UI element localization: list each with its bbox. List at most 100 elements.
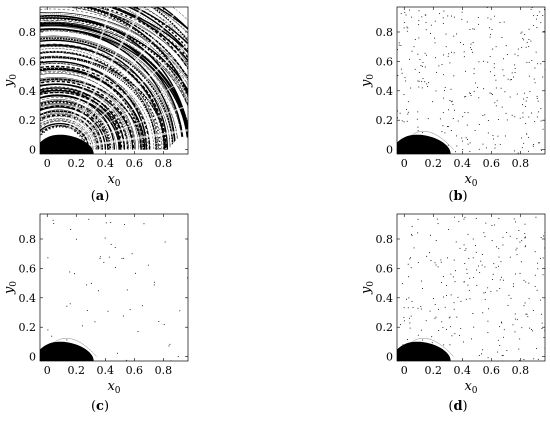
point [513,218,515,220]
x-tick-label: 0.2 [68,364,86,377]
point [490,18,492,20]
point [421,132,423,134]
band-curve [40,110,104,150]
point [153,284,155,286]
point [437,266,439,268]
x-axis-label: x0 [464,379,477,396]
point [449,100,451,101]
point [482,115,484,117]
point [450,88,452,90]
point [153,281,155,283]
point [494,224,496,226]
band-curve [40,126,86,150]
point [454,333,456,335]
point [486,7,488,8]
band-curve [40,100,113,150]
point [434,317,436,319]
point [451,335,453,337]
point [531,330,533,332]
point [450,326,452,328]
point [522,104,523,106]
point [470,93,471,94]
point [495,46,497,48]
point [463,341,464,343]
point [402,344,404,346]
band-curve [40,44,165,150]
point [90,282,92,284]
x-tick-label: 0.8 [512,157,530,170]
point [411,226,413,227]
point [400,13,402,15]
point [520,32,522,34]
point [125,359,127,361]
point [517,55,519,57]
point [497,135,499,137]
point [464,216,466,218]
point [489,92,491,94]
band-curve [40,13,188,79]
point [471,338,472,340]
point [422,78,424,80]
point [528,150,530,152]
band-curve [40,57,163,150]
band-curve [40,89,129,150]
point [516,247,518,249]
point [441,131,443,133]
point [443,97,445,99]
band-curve [40,30,183,150]
point [542,76,544,78]
point [69,303,71,305]
point [501,321,502,323]
point [453,52,455,54]
point [408,297,410,299]
point [501,322,503,324]
point [98,290,99,292]
point [411,235,413,237]
point [418,10,420,12]
point [497,339,499,341]
point [437,223,439,225]
point [509,96,511,98]
band-curve [40,73,139,150]
band-curve [40,35,175,150]
point [129,309,131,311]
point [499,326,501,328]
point [99,256,101,258]
point [421,65,423,67]
point [523,305,525,307]
point [425,21,427,23]
point [526,133,528,135]
plot-area [40,218,188,361]
point [432,298,434,299]
y-tick-label: 0.4 [19,85,37,98]
point [446,294,447,296]
point [53,223,55,224]
point [398,44,400,46]
point [492,278,494,280]
point [436,218,438,220]
point [445,328,447,330]
point [440,259,442,261]
panel-c: 00 0.2 0.2 0.4 0.4 0.6 0.6 0.8 0.8 x0 y0 (c) [2,213,189,414]
point [537,63,539,65]
point [449,344,451,346]
point [401,72,403,74]
point [409,9,411,11]
point [541,149,543,151]
point [501,37,503,39]
point [515,221,516,223]
point [540,107,542,109]
axes-frame [396,213,546,362]
point [404,77,406,79]
point [529,327,531,329]
point [542,257,544,259]
point [453,35,455,37]
point [532,145,534,147]
point [467,112,469,114]
point [177,356,179,358]
point [431,342,433,344]
point [116,352,118,354]
panel-b: 00 0.2 0.2 0.4 0.4 0.6 0.6 0.8 0.8 x0 y0 (b) [359,6,546,204]
x-axis-label: x0 [107,172,120,189]
point [444,132,446,134]
